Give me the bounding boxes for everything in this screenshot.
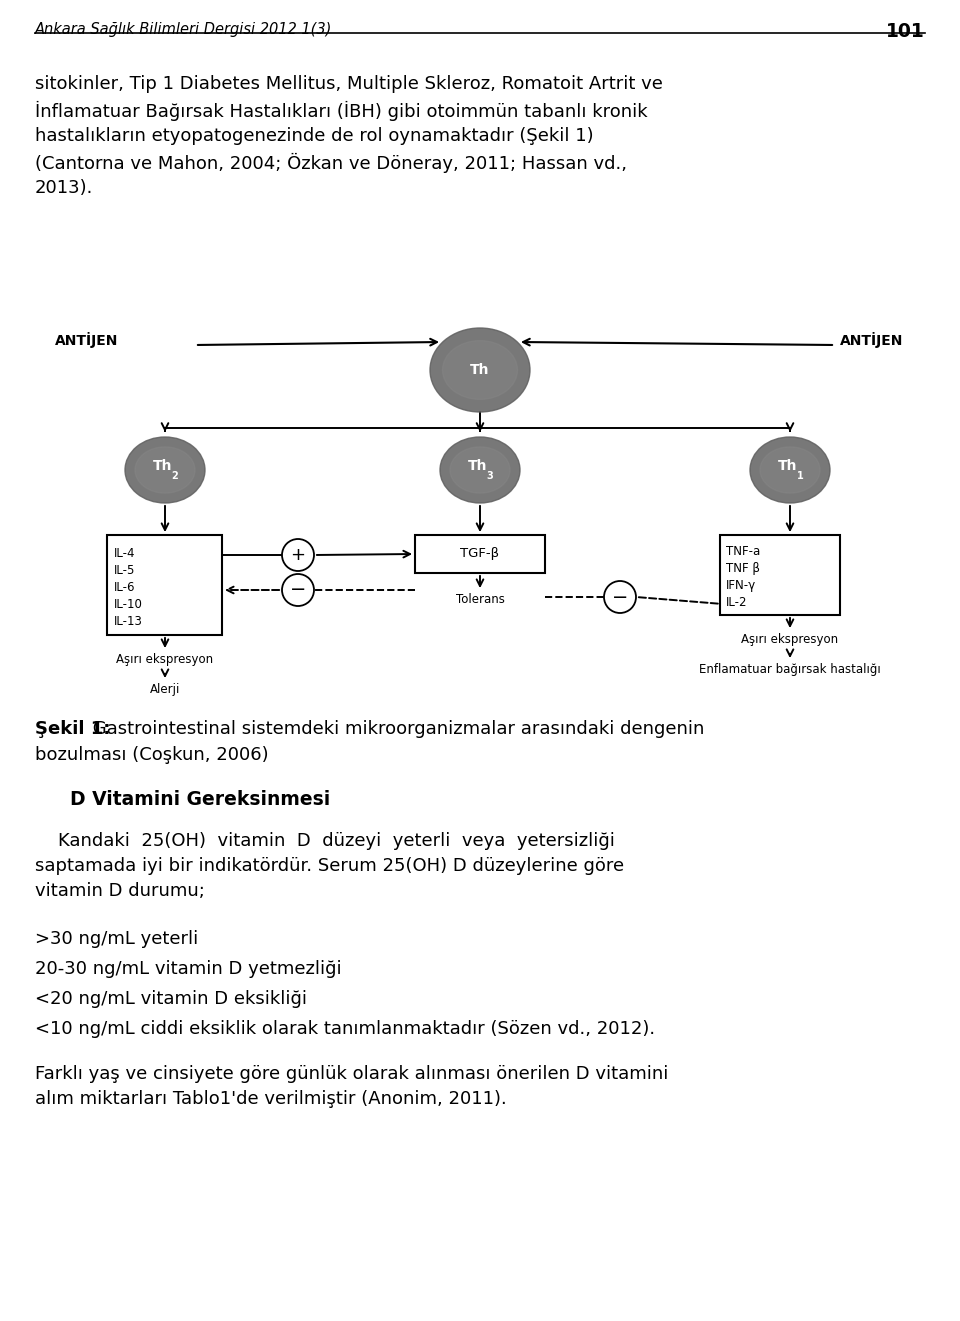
Text: IL-6: IL-6 <box>114 581 135 594</box>
Text: Th: Th <box>470 363 490 376</box>
Circle shape <box>604 581 636 613</box>
Bar <box>415 535 545 573</box>
Text: bozulması (Coşkun, 2006): bozulması (Coşkun, 2006) <box>35 746 269 764</box>
Text: TNF-a: TNF-a <box>726 546 760 557</box>
Text: Gastrointestinal sistemdeki mikroorganizmalar arasındaki dengenin: Gastrointestinal sistemdeki mikroorganiz… <box>87 720 705 738</box>
Text: 20-30 ng/mL vitamin D yetmezliği: 20-30 ng/mL vitamin D yetmezliği <box>35 960 342 978</box>
Ellipse shape <box>760 446 820 493</box>
Ellipse shape <box>450 446 510 493</box>
Text: Enflamatuar bağırsak hastalığı: Enflamatuar bağırsak hastalığı <box>699 663 881 676</box>
Bar <box>107 535 222 635</box>
Text: IL-10: IL-10 <box>114 598 143 612</box>
Text: −: − <box>612 588 628 606</box>
Text: +: + <box>291 546 305 564</box>
Text: Th: Th <box>154 458 173 473</box>
Text: saptamada iyi bir indikatördür. Serum 25(OH) D düzeylerine göre: saptamada iyi bir indikatördür. Serum 25… <box>35 857 624 875</box>
Text: <10 ng/mL ciddi eksiklik olarak tanımlanmaktadır (Sözen vd., 2012).: <10 ng/mL ciddi eksiklik olarak tanımlan… <box>35 1020 655 1038</box>
Ellipse shape <box>135 446 195 493</box>
Text: ANTİJEN: ANTİJEN <box>55 332 118 347</box>
Text: 2013).: 2013). <box>35 180 93 197</box>
Text: IL-5: IL-5 <box>114 564 135 577</box>
Circle shape <box>282 575 314 606</box>
Text: İnflamatuar Bağırsak Hastalıkları (İBH) gibi otoimmün tabanlı kronik: İnflamatuar Bağırsak Hastalıkları (İBH) … <box>35 100 648 122</box>
Text: Ankara Sağlık Bilimleri Dergisi 2012 1(3): Ankara Sağlık Bilimleri Dergisi 2012 1(3… <box>35 22 332 37</box>
Text: 101: 101 <box>886 22 925 41</box>
Text: IL-4: IL-4 <box>114 547 135 560</box>
Text: hastalıkların etyopatogenezinde de rol oynamaktadır (Şekil 1): hastalıkların etyopatogenezinde de rol o… <box>35 127 593 145</box>
Text: Aşırı ekspresyon: Aşırı ekspresyon <box>741 633 839 646</box>
Text: alım miktarları Tablo1'de verilmiştir (Anonim, 2011).: alım miktarları Tablo1'de verilmiştir (A… <box>35 1090 507 1108</box>
Text: sitokinler, Tip 1 Diabetes Mellitus, Multiple Skleroz, Romatoit Artrit ve: sitokinler, Tip 1 Diabetes Mellitus, Mul… <box>35 75 662 92</box>
Text: Kandaki  25(OH)  vitamin  D  düzeyi  yeterli  veya  yetersizliği: Kandaki 25(OH) vitamin D düzeyi yeterli … <box>35 832 614 849</box>
Text: IFN-γ: IFN-γ <box>726 579 756 592</box>
Text: 3: 3 <box>487 472 493 481</box>
Text: >30 ng/mL yeterli: >30 ng/mL yeterli <box>35 930 199 948</box>
Text: 1: 1 <box>797 472 804 481</box>
Circle shape <box>282 539 314 571</box>
Text: ANTİJEN: ANTİJEN <box>840 332 903 347</box>
Bar <box>720 535 840 616</box>
Text: IL-13: IL-13 <box>114 616 143 627</box>
Ellipse shape <box>125 437 205 503</box>
Text: Alerji: Alerji <box>150 683 180 696</box>
Text: IL-2: IL-2 <box>726 596 748 609</box>
Ellipse shape <box>750 437 830 503</box>
Text: TGF-β: TGF-β <box>461 547 499 560</box>
Text: D Vitamini Gereksinmesi: D Vitamini Gereksinmesi <box>70 790 330 808</box>
Text: Aşırı ekspresyon: Aşırı ekspresyon <box>116 653 213 666</box>
Ellipse shape <box>443 341 517 399</box>
Text: Th: Th <box>468 458 488 473</box>
Text: −: − <box>290 580 306 600</box>
Text: (Cantorna ve Mahon, 2004; Özkan ve Döneray, 2011; Hassan vd.,: (Cantorna ve Mahon, 2004; Özkan ve Döner… <box>35 153 627 173</box>
Text: 2: 2 <box>172 472 179 481</box>
Text: Farklı yaş ve cinsiyete göre günlük olarak alınması önerilen D vitamini: Farklı yaş ve cinsiyete göre günlük olar… <box>35 1065 668 1083</box>
Text: Th: Th <box>779 458 798 473</box>
Text: <20 ng/mL vitamin D eksikliği: <20 ng/mL vitamin D eksikliği <box>35 989 307 1008</box>
Text: Şekil 1:: Şekil 1: <box>35 720 110 738</box>
Text: vitamin D durumu;: vitamin D durumu; <box>35 882 204 900</box>
Text: TNF β: TNF β <box>726 561 760 575</box>
Ellipse shape <box>430 328 530 412</box>
Ellipse shape <box>440 437 520 503</box>
Text: Tolerans: Tolerans <box>456 593 504 606</box>
